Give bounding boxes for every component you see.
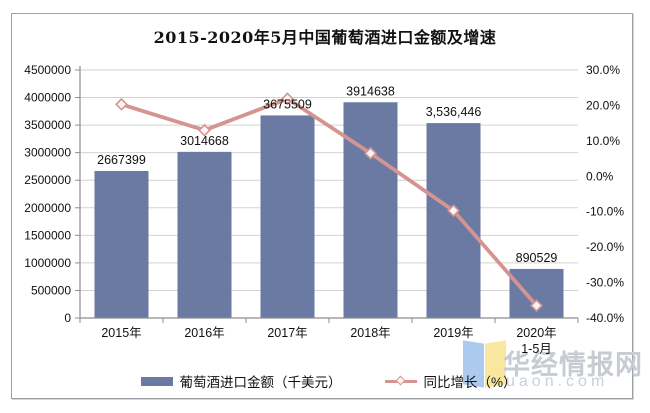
y-axis-tick-label: 2000000 [24, 201, 71, 215]
legend-item-import-amount: 葡萄酒进口金额（千美元） [141, 371, 341, 391]
x-axis-tick-label: 2017年 [267, 326, 307, 340]
x-axis-tick-label: 2018年 [350, 326, 390, 340]
chart-title: 2015-2020年5月中国葡萄酒进口金额及增速 [153, 28, 497, 47]
bar-2017年 [260, 115, 315, 318]
watermark-text: 华经情报网 [503, 350, 643, 380]
x-axis-tick-label: 2016年 [184, 326, 224, 340]
y-axis-tick-label: 1000000 [24, 256, 71, 270]
bar-value-label: 3014668 [180, 134, 229, 148]
line-marker-2019年 [447, 204, 460, 218]
y2-axis-tick-label: -40.0% [586, 311, 624, 325]
y-axis-tick-label: 3000000 [24, 146, 71, 160]
line-marker-2016年 [198, 123, 211, 137]
legend: 葡萄酒进口金额（千美元） 同比增长（%） [80, 370, 578, 392]
line-marker-2020年 [530, 299, 543, 313]
y-axis-tick-label: 4000000 [24, 91, 71, 105]
legend-line-label: 同比增长（%） [423, 375, 517, 390]
legend-bar-label: 葡萄酒进口金额（千美元） [179, 375, 342, 390]
y2-axis-tick-label: -20.0% [586, 240, 624, 254]
x-axis-tick-label: 2019年 [433, 326, 473, 340]
y-axis-tick-label: 1500000 [24, 228, 71, 242]
y-axis-tick-label: 3500000 [24, 118, 71, 132]
bar-2018年 [343, 102, 398, 318]
x-axis-tick-label: 1-5月 [521, 342, 552, 356]
bar-value-label: 3675509 [263, 97, 312, 111]
legend-diamond-marker-icon [396, 375, 406, 385]
line-marker-2017年 [281, 92, 294, 106]
bar-2015年 [94, 170, 149, 318]
bar-value-label: 3914638 [346, 84, 395, 98]
y-axis-tick-label: 0 [64, 311, 71, 325]
y2-axis-tick-label: 20.0% [586, 98, 620, 112]
bar-series-swatch-icon [141, 376, 174, 386]
bar-value-label: 2667399 [97, 153, 146, 167]
bar-value-label: 3,536,446 [426, 105, 482, 119]
y2-axis-tick-label: 30.0% [586, 63, 620, 77]
legend-item-yoy-growth: 同比增长（%） [385, 371, 517, 391]
y2-axis-tick-label: 0.0% [586, 169, 614, 183]
y-axis-tick-label: 2500000 [24, 173, 71, 187]
x-axis-tick-label: 2015年 [101, 326, 141, 340]
bar-value-label: 890529 [516, 251, 558, 265]
line-marker-2015年 [115, 97, 128, 111]
watermark-domain: uaon.com [506, 373, 609, 390]
bar-2019年 [426, 123, 481, 318]
y-axis-tick-label: 500000 [31, 283, 71, 297]
y2-axis-tick-label: -30.0% [586, 276, 624, 290]
x-axis-tick-label: 2020年 [516, 326, 556, 340]
y-axis-tick-label: 4500000 [24, 63, 71, 77]
y2-axis-tick-label: 10.0% [586, 134, 620, 148]
y2-axis-tick-label: -10.0% [586, 205, 624, 219]
line-series-swatch-icon [385, 375, 418, 387]
growth-line [120, 96, 538, 307]
bar-2016年 [177, 151, 232, 318]
line-marker-2018年 [364, 146, 377, 160]
